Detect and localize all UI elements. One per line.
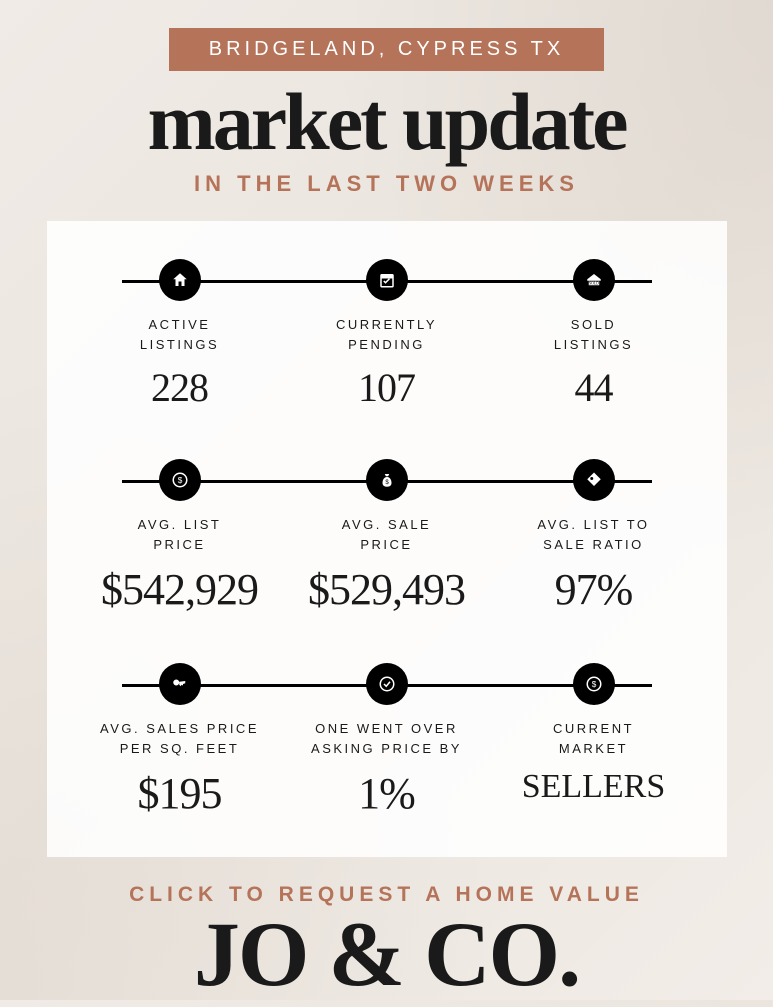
subtitle: IN THE LAST TWO WEEKS (194, 171, 579, 197)
location-bar: BRIDGELAND, CYPRESS TX (169, 28, 604, 71)
key-icon (159, 663, 201, 705)
dollar-icon: $ (159, 459, 201, 501)
stat-value: 44 (575, 364, 613, 411)
svg-text:$: $ (177, 476, 182, 485)
stat-value: $529,493 (308, 564, 465, 615)
location-text: BRIDGELAND, CYPRESS TX (209, 38, 564, 60)
stat-value: $542,929 (101, 564, 258, 615)
stat-label: AVG. SALES PRICE PER SQ. FEET (100, 719, 259, 758)
stat-item: CURRENTLY PENDING 107 (284, 259, 490, 411)
home-icon (159, 259, 201, 301)
stat-row: ACTIVE LISTINGS 228 CURRENTLY PENDING 10… (77, 259, 697, 411)
stats-card: ACTIVE LISTINGS 228 CURRENTLY PENDING 10… (47, 221, 727, 857)
stat-label: CURRENT MARKET (553, 719, 634, 758)
stat-item: $ AVG. SALE PRICE $529,493 (284, 459, 490, 615)
moneybag-icon: $ (366, 459, 408, 501)
stat-item: SOLD SOLD LISTINGS 44 (491, 259, 697, 411)
stat-row: AVG. SALES PRICE PER SQ. FEET $195 ONE W… (77, 663, 697, 819)
stat-value: SELLERS (522, 768, 666, 806)
stat-label: CURRENTLY PENDING (336, 315, 437, 354)
dollar-icon: $ (573, 663, 615, 705)
stat-label: AVG. LIST PRICE (138, 515, 222, 554)
stat-label: SOLD LISTINGS (554, 315, 633, 354)
stat-label: AVG. LIST TO SALE RATIO (537, 515, 649, 554)
brand-logo: JO & CO. (194, 901, 579, 1007)
stat-item: ONE WENT OVER ASKING PRICE BY 1% (284, 663, 490, 819)
stat-label: AVG. SALE PRICE (342, 515, 431, 554)
stat-value: 107 (358, 364, 415, 411)
svg-text:SOLD: SOLD (589, 282, 599, 286)
stat-item: AVG. SALES PRICE PER SQ. FEET $195 (77, 663, 283, 819)
check-icon (366, 663, 408, 705)
sold-icon: SOLD (573, 259, 615, 301)
stat-item: $ CURRENT MARKET SELLERS (491, 663, 697, 806)
stat-value: 97% (555, 564, 633, 615)
svg-text:$: $ (591, 680, 596, 689)
stat-label: ACTIVE LISTINGS (140, 315, 219, 354)
stat-label: ONE WENT OVER ASKING PRICE BY (311, 719, 462, 758)
stat-item: AVG. LIST TO SALE RATIO 97% (491, 459, 697, 615)
stat-value: 1% (358, 768, 415, 819)
page-container: BRIDGELAND, CYPRESS TX market update IN … (0, 0, 773, 1007)
stat-row: $ AVG. LIST PRICE $542,929 $ AVG. SALE P… (77, 459, 697, 615)
calendar-icon (366, 259, 408, 301)
tag-icon (573, 459, 615, 501)
stat-item: ACTIVE LISTINGS 228 (77, 259, 283, 411)
stat-value: 228 (151, 364, 208, 411)
main-title: market update (147, 75, 625, 169)
stat-value: $195 (138, 768, 222, 819)
stat-item: $ AVG. LIST PRICE $542,929 (77, 459, 283, 615)
